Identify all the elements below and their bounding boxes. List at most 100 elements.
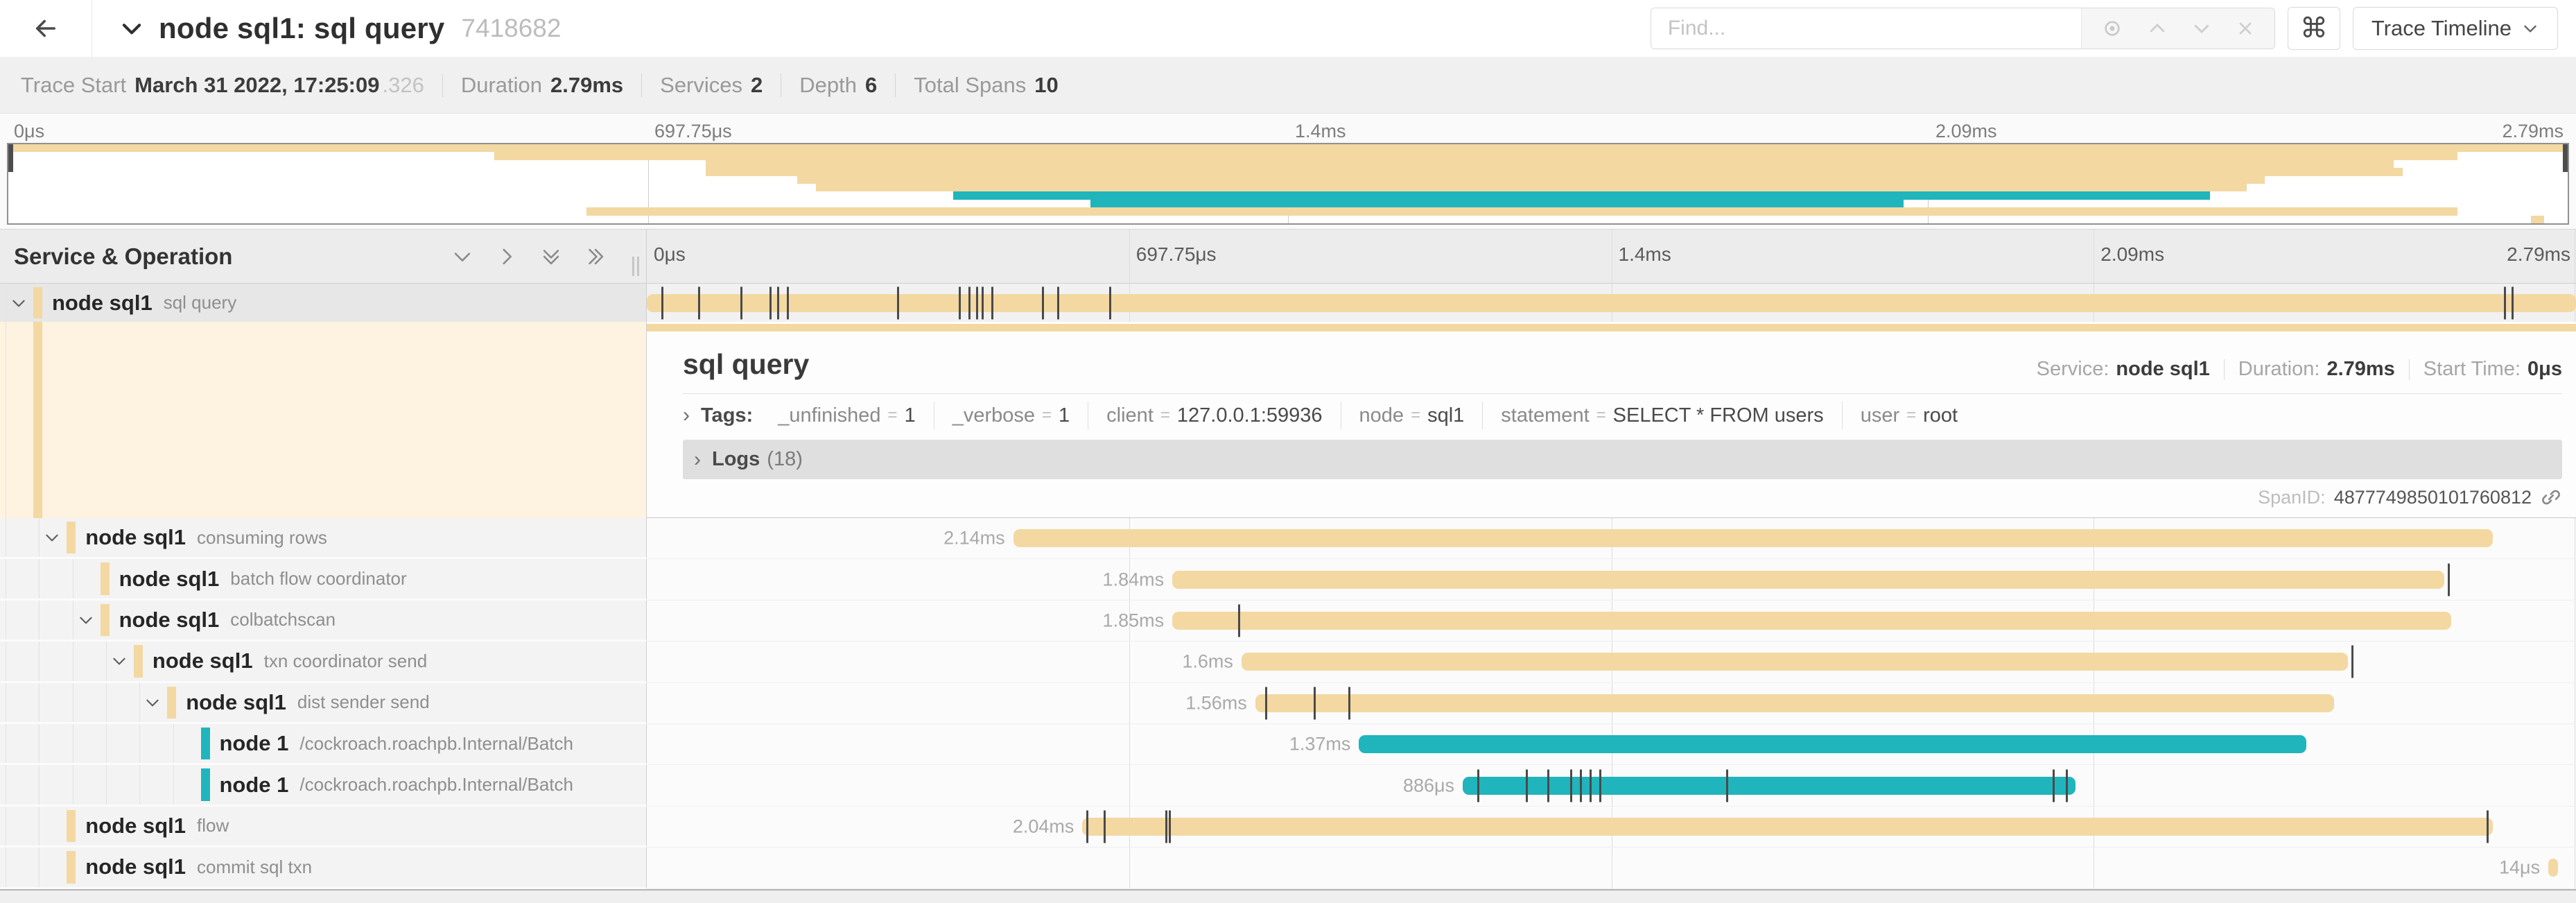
- expand-one-icon[interactable]: [495, 245, 519, 268]
- root-span-label-cell[interactable]: node sql1 sql query: [0, 284, 647, 322]
- bottom-scrollbar[interactable]: [0, 888, 2576, 903]
- tags-row[interactable]: › Tags: _unfinished = 1 _verbose = 1 client = 12…: [683, 394, 2562, 437]
- collapse-one-icon[interactable]: [451, 245, 474, 268]
- tags-expand-chevron-icon[interactable]: ›: [683, 404, 690, 427]
- span-label-cell[interactable]: node sql1 batch flow coordinator: [0, 559, 647, 601]
- span-bar[interactable]: [1359, 735, 2306, 754]
- trace-view-selector-button[interactable]: Trace Timeline: [2352, 7, 2558, 50]
- span-expand-chevron-icon[interactable]: [110, 652, 128, 670]
- span-expand-chevron-icon[interactable]: [10, 294, 28, 312]
- tag-pill[interactable]: _verbose = 1: [934, 402, 1089, 429]
- locate-icon[interactable]: [2101, 17, 2123, 40]
- span-bar[interactable]: [1255, 694, 2334, 712]
- expand-all-icon[interactable]: [584, 245, 607, 268]
- root-span-row[interactable]: node sql1 sql query: [0, 284, 2576, 322]
- span-row[interactable]: node sql1 flow 2.04ms: [0, 806, 2576, 848]
- span-bar-cell[interactable]: 1.37ms: [647, 723, 2576, 766]
- span-bar-cell[interactable]: 14μs: [647, 848, 2576, 889]
- keyboard-shortcuts-button[interactable]: ⌘: [2287, 7, 2340, 50]
- span-bar[interactable]: [2548, 859, 2559, 877]
- span-label-cell[interactable]: node 1/cockroach.roachpb.Internal/Batch: [0, 723, 647, 766]
- span-label-cell[interactable]: node sql1 commit sql txn: [0, 848, 647, 889]
- service-color-accent: [133, 645, 143, 678]
- span-bar[interactable]: [1172, 570, 2445, 589]
- service-name: node sql1: [52, 290, 153, 315]
- tag-pill[interactable]: statement = SELECT * FROM users: [1483, 402, 1843, 429]
- service-name: node sql1: [186, 689, 286, 714]
- span-bar[interactable]: [1013, 529, 2494, 548]
- span-row[interactable]: node 1/cockroach.roachpb.Internal/Batch 8…: [0, 765, 2576, 807]
- tree-guide-line: [39, 642, 40, 681]
- span-bar-cell[interactable]: 886μs: [647, 765, 2576, 807]
- minimap-left-drag-handle[interactable]: [8, 144, 13, 172]
- log-marker: [1579, 769, 1582, 802]
- span-bar-cell[interactable]: 2.04ms: [647, 806, 2576, 848]
- find-input[interactable]: [1651, 8, 2081, 49]
- span-duration-label: 1.6ms: [1182, 651, 1233, 672]
- span-label-cell[interactable]: node sql1 consuming rows: [0, 518, 647, 560]
- service-color-accent: [100, 562, 110, 595]
- logs-expand-chevron-icon[interactable]: ›: [694, 447, 701, 471]
- span-row[interactable]: node sql1 consuming rows 2.14ms: [0, 518, 2576, 560]
- tag-pill[interactable]: node = sql1: [1341, 402, 1483, 429]
- copy-link-icon[interactable]: [2540, 486, 2562, 508]
- span-label-cell[interactable]: node sql1 dist sender send: [0, 682, 647, 724]
- span-bar-cell[interactable]: 1.84ms: [647, 559, 2576, 601]
- span-row[interactable]: node 1/cockroach.roachpb.Internal/Batch 1…: [0, 723, 2576, 766]
- span-row[interactable]: node sql1 commit sql txn 14μs: [0, 848, 2576, 889]
- summary-separator: [2223, 359, 2225, 380]
- trace-title-group[interactable]: node sql1: sql query 7418682: [92, 12, 1651, 45]
- collapse-trace-chevron-icon[interactable]: [119, 15, 145, 42]
- span-bar[interactable]: [1172, 611, 2452, 630]
- span-bar[interactable]: [1082, 817, 2494, 836]
- log-marker: [661, 286, 664, 319]
- tag-pill[interactable]: _unfinished = 1: [760, 402, 934, 429]
- trace-info-item: Depth 6: [799, 72, 878, 97]
- span-row[interactable]: node sql1 batch flow coordinator 1.84ms: [0, 559, 2576, 601]
- span-label-cell[interactable]: node 1/cockroach.roachpb.Internal/Batch: [0, 765, 647, 807]
- span-label-cell[interactable]: node sql1 txn coordinator send: [0, 642, 647, 683]
- clear-search-icon[interactable]: [2236, 19, 2255, 38]
- span-row[interactable]: node sql1 colbatchscan 1.85ms: [0, 600, 2576, 642]
- minimap-canvas[interactable]: [7, 143, 2569, 225]
- minimap-span-bar: [705, 160, 2394, 169]
- logs-row[interactable]: › Logs (18): [683, 440, 2562, 479]
- span-label-cell[interactable]: node sql1 colbatchscan: [0, 600, 647, 642]
- tag-pill[interactable]: client = 127.0.0.1:59936: [1088, 402, 1341, 429]
- span-row[interactable]: node sql1 txn coordinator send 1.6ms: [0, 642, 2576, 683]
- minimap-span-row: [8, 152, 2568, 160]
- span-bar[interactable]: [1241, 653, 2348, 671]
- span-expand-chevron-icon[interactable]: [43, 528, 61, 547]
- back-button[interactable]: [0, 0, 92, 57]
- span-expand-chevron-icon[interactable]: [143, 694, 162, 712]
- span-label-cell[interactable]: node sql1 flow: [0, 806, 647, 848]
- tree-guide-line: [39, 600, 40, 640]
- tag-pill[interactable]: user = root: [1860, 404, 1958, 427]
- log-marker: [958, 286, 961, 319]
- root-span-bar-cell[interactable]: [647, 284, 2576, 322]
- span-bar[interactable]: [1463, 776, 2075, 795]
- info-separator: [641, 73, 643, 97]
- span-bar-cell[interactable]: 1.56ms: [647, 682, 2576, 724]
- log-marker: [982, 286, 984, 319]
- next-result-icon[interactable]: [2191, 18, 2212, 39]
- span-row[interactable]: node sql1 dist sender send 1.56ms: [0, 682, 2576, 724]
- span-bar-cell[interactable]: 1.85ms: [647, 600, 2576, 642]
- log-marker: [2066, 769, 2069, 802]
- span-bar-cell[interactable]: 2.14ms: [647, 518, 2576, 560]
- minimap-right-drag-handle[interactable]: [2563, 144, 2568, 172]
- prev-result-icon[interactable]: [2147, 18, 2168, 39]
- span-expand-chevron-icon[interactable]: [77, 611, 95, 629]
- minimap-span-row: [8, 215, 2568, 223]
- log-marker: [769, 286, 772, 319]
- span-bar-cell[interactable]: 1.6ms: [647, 642, 2576, 683]
- log-marker: [968, 286, 971, 319]
- log-marker: [787, 286, 790, 319]
- minimap-span-bar: [586, 207, 2458, 216]
- service-name: node sql1: [152, 648, 253, 673]
- span-duration-label: 1.84ms: [1102, 569, 1165, 590]
- collapse-all-icon[interactable]: [539, 245, 563, 268]
- column-resize-handle[interactable]: [632, 257, 639, 276]
- span-name-group: node 1/cockroach.roachpb.Internal/Batch: [220, 724, 573, 763]
- span-bar[interactable]: [647, 293, 2576, 312]
